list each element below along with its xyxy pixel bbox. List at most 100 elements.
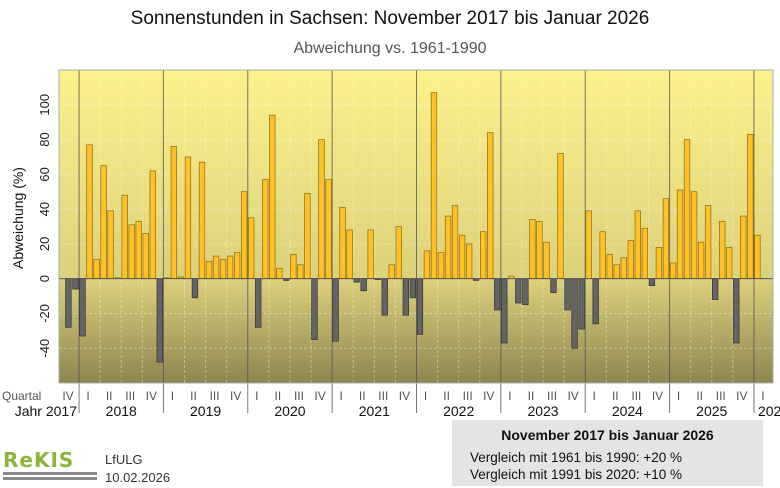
bar [276, 267, 283, 280]
bar [381, 278, 388, 316]
quarter-label: III [210, 389, 220, 403]
bar [754, 234, 761, 280]
quarter-label: IV [314, 389, 325, 403]
quarter-label: I [86, 389, 89, 403]
year-label: 2025 [696, 403, 727, 419]
bar [676, 189, 684, 280]
y-tick-label: 0 [37, 275, 52, 282]
chart-subtitle: Abweichung vs. 1961-1990 [293, 40, 487, 57]
bar [690, 191, 698, 280]
bar [86, 144, 93, 280]
bar [367, 229, 374, 280]
summary-box: November 2017 bis Januar 2026 Vergleich … [452, 420, 763, 486]
bar [346, 229, 353, 280]
bar [669, 262, 677, 280]
bar [79, 278, 86, 337]
bar [170, 146, 178, 280]
rekis-logo: ReKIS [3, 450, 97, 480]
bar [198, 161, 206, 280]
bar [121, 194, 128, 280]
quarter-label: IV [62, 389, 73, 403]
bar [480, 231, 487, 280]
bar [515, 278, 522, 304]
bar [269, 114, 276, 280]
bar [550, 278, 557, 293]
year-label: 2022 [443, 403, 474, 419]
quarter-label: III [716, 389, 726, 403]
bar [494, 278, 501, 311]
bar [564, 278, 571, 311]
year-label: 2018 [106, 403, 137, 419]
bar [487, 132, 494, 280]
quarter-label: IV [652, 389, 663, 403]
quarter-label: I [255, 389, 258, 403]
bar [430, 92, 438, 280]
year-label: 2023 [527, 403, 558, 419]
bar [262, 179, 269, 280]
quarter-label: IV [736, 389, 747, 403]
logo-subtitle-bar [3, 472, 97, 475]
bar [733, 278, 740, 344]
quarter-axis-label: Quartal [2, 389, 41, 403]
bar [156, 278, 163, 363]
bar [353, 278, 360, 283]
y-tick-label: 100 [37, 94, 52, 116]
bar [522, 278, 529, 306]
bar [332, 278, 339, 342]
date-label: 10.02.2026 [105, 470, 171, 485]
quarter-label: II [612, 389, 619, 403]
bar [683, 139, 691, 280]
bar [212, 255, 220, 280]
quarter-label: IV [230, 389, 241, 403]
bar [72, 278, 79, 290]
plot-border [58, 69, 774, 384]
year-label: 2019 [190, 403, 221, 419]
bar [184, 156, 192, 280]
bar [712, 278, 719, 300]
bar [458, 234, 466, 280]
bar [444, 215, 452, 280]
quarter-label: I [424, 389, 427, 403]
bar [100, 165, 107, 280]
quarter-label: III [125, 389, 135, 403]
year-label: 2026 [758, 403, 780, 419]
bar [325, 179, 332, 280]
quarter-label: III [547, 389, 557, 403]
year-label: 2024 [612, 403, 643, 419]
bar [241, 191, 248, 280]
bar [719, 220, 726, 280]
bar [416, 278, 424, 335]
bar [437, 252, 445, 280]
bar [248, 217, 255, 280]
bar [205, 260, 213, 280]
bar [606, 253, 613, 280]
bar [747, 133, 754, 280]
y-tick-label: 40 [37, 202, 52, 216]
bar [226, 255, 234, 280]
quarter-label: IV [567, 389, 578, 403]
quarter-label: III [463, 389, 473, 403]
quarter-label: II [443, 389, 450, 403]
quarter-label: I [761, 389, 764, 403]
bar [318, 139, 325, 280]
y-tick-label: 20 [37, 237, 52, 251]
bar [255, 278, 262, 328]
year-label: Jahr 2017 [15, 403, 77, 419]
bar [557, 153, 564, 280]
bar [149, 170, 156, 280]
quarter-label: III [631, 389, 641, 403]
quarter-label: II [190, 389, 197, 403]
bar [634, 210, 642, 280]
year-label: 2021 [359, 403, 390, 419]
bar [451, 205, 459, 280]
bar [402, 278, 410, 316]
quarter-label: I [508, 389, 511, 403]
quarter-label: I [171, 389, 174, 403]
bar [142, 233, 149, 280]
quarter-label: II [528, 389, 535, 403]
bar [543, 241, 550, 280]
bar [409, 278, 417, 299]
organization-label: LfULG [105, 452, 143, 467]
logo-subtitle-bar [3, 477, 97, 480]
